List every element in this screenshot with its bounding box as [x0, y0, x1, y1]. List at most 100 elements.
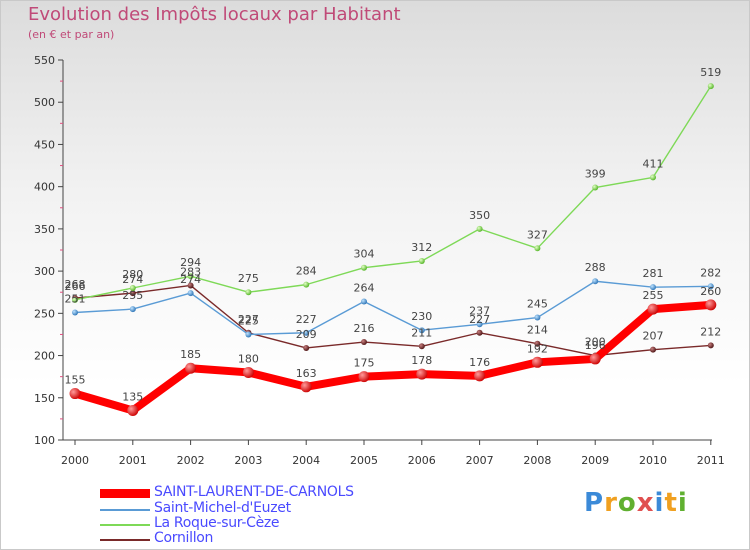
- data-point-saint-laurent: [300, 381, 312, 393]
- data-point-cornillon: [650, 346, 656, 353]
- x-tick-label: 2004: [292, 454, 320, 467]
- data-point-la-roque: [245, 289, 252, 296]
- series-line-saint-laurent: [71, 300, 715, 415]
- data-point-saint-laurent: [647, 303, 659, 315]
- logo-letter: r: [604, 488, 618, 518]
- logo-letter: P: [584, 488, 605, 518]
- data-label-saint-laurent: 135: [122, 390, 143, 403]
- series-saint-michel: [72, 278, 714, 338]
- data-label-saint-michel: 274: [180, 273, 201, 286]
- data-label-cornillon: 283: [180, 265, 201, 278]
- legend-label-saint-laurent: SAINT-LAURENT-DE-CARNOLS: [154, 484, 354, 500]
- data-point-saint-michel: [534, 314, 541, 321]
- data-label-saint-laurent: 180: [238, 352, 259, 365]
- data-point-saint-michel: [303, 329, 310, 336]
- y-tick-label: 550: [34, 54, 55, 67]
- data-label-saint-michel: 264: [354, 282, 375, 295]
- data-point-cornillon: [534, 340, 541, 347]
- data-point-cornillon: [187, 282, 194, 289]
- data-label-la-roque: 294: [180, 256, 201, 269]
- data-label-cornillon: 227: [469, 313, 490, 326]
- data-point-saint-michel: [476, 321, 483, 328]
- data-point-la-roque: [129, 285, 136, 291]
- data-label-cornillon: 200: [585, 336, 606, 349]
- data-point-saint-laurent: [358, 371, 370, 383]
- y-tick-label: 500: [34, 96, 55, 109]
- logo-letter: t: [664, 488, 678, 518]
- data-point-saint-laurent: [474, 370, 486, 382]
- data-point-saint-laurent: [531, 356, 543, 368]
- data-label-saint-michel: 245: [527, 298, 548, 311]
- data-label-cornillon: 268: [65, 278, 86, 291]
- data-point-saint-michel: [129, 306, 136, 313]
- data-point-saint-michel: [592, 278, 599, 285]
- data-point-cornillon: [303, 344, 310, 351]
- series-line-saint-michel: [74, 280, 712, 336]
- data-point-la-roque: [534, 245, 541, 252]
- data-label-saint-laurent: 175: [354, 357, 375, 370]
- data-label-la-roque: 327: [527, 228, 548, 241]
- x-tick-label: 2010: [639, 454, 667, 467]
- logo-letter: o: [617, 488, 637, 518]
- data-label-la-roque: 304: [354, 248, 375, 261]
- data-label-saint-michel: 281: [643, 267, 664, 280]
- legend-swatch-la-roque: [100, 524, 150, 526]
- data-point-la-roque: [707, 83, 714, 90]
- logo-letter: i: [654, 488, 665, 518]
- data-label-cornillon: 216: [354, 322, 375, 335]
- data-point-saint-laurent: [416, 368, 428, 380]
- data-label-saint-laurent: 176: [469, 356, 490, 369]
- data-label-cornillon: 207: [643, 330, 664, 343]
- y-tick-label: 150: [34, 392, 55, 405]
- y-tick-label: 100: [34, 434, 55, 447]
- legend-label-cornillon: Cornillon: [154, 530, 214, 546]
- data-label-la-roque: 312: [411, 241, 432, 254]
- data-label-saint-michel: 255: [122, 289, 143, 302]
- legend-swatch-saint-laurent: [100, 489, 150, 498]
- legend-swatch-cornillon: [100, 539, 150, 541]
- x-tick-label: 2006: [408, 454, 436, 467]
- data-label-saint-laurent: 260: [700, 285, 721, 298]
- data-label-la-roque: 284: [296, 265, 317, 278]
- y-tick-label: 300: [34, 265, 55, 278]
- y-tick-label: 350: [34, 223, 55, 236]
- data-point-la-roque: [361, 264, 367, 271]
- data-label-cornillon: 212: [700, 325, 721, 338]
- data-label-cornillon: 227: [238, 313, 259, 326]
- data-label-cornillon: 211: [411, 326, 432, 339]
- data-label-saint-laurent: 255: [643, 289, 664, 302]
- data-point-cornillon: [707, 342, 714, 349]
- x-tick-label: 2002: [177, 454, 205, 467]
- data-point-la-roque: [72, 296, 78, 303]
- data-point-saint-michel: [187, 290, 194, 297]
- y-tick-label: 200: [34, 350, 55, 363]
- x-tick-label: 2008: [523, 454, 551, 467]
- data-point-saint-michel: [361, 298, 367, 305]
- x-tick-label: 2001: [119, 454, 147, 467]
- data-label-la-roque: 280: [122, 268, 143, 281]
- legend-swatch-saint-michel: [100, 509, 150, 511]
- data-point-la-roque: [418, 257, 425, 264]
- data-point-saint-michel: [245, 331, 252, 338]
- data-label-cornillon: 214: [527, 324, 548, 337]
- series-line-la-roque: [74, 85, 712, 301]
- data-point-saint-laurent: [242, 366, 254, 378]
- data-point-la-roque: [187, 273, 194, 280]
- x-tick-label: 2005: [350, 454, 378, 467]
- data-label-saint-michel: 227: [296, 313, 317, 326]
- data-label-saint-laurent: 163: [296, 367, 317, 380]
- data-label-saint-michel: 225: [238, 314, 259, 327]
- data-label-la-roque: 399: [585, 168, 606, 181]
- series-la-roque: [72, 83, 714, 303]
- data-label-saint-michel: 237: [469, 304, 490, 317]
- data-label-saint-laurent: 192: [527, 342, 548, 355]
- x-tick-label: 2009: [581, 454, 609, 467]
- y-tick-label: 450: [34, 138, 55, 151]
- data-label-saint-laurent: 178: [411, 354, 432, 367]
- data-point-cornillon: [476, 329, 483, 336]
- chart-subtitle: (en € et par an): [28, 28, 115, 41]
- data-label-saint-michel: 288: [585, 261, 606, 274]
- y-tick-label: 400: [34, 181, 55, 194]
